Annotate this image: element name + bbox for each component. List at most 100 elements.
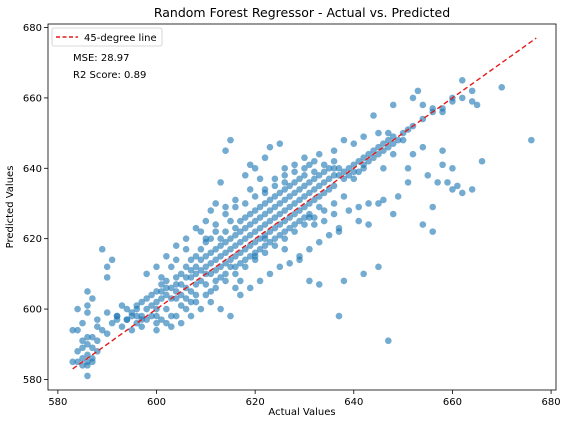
data-point <box>271 235 279 242</box>
data-point <box>138 298 146 306</box>
data-point <box>237 260 244 267</box>
data-point <box>458 94 466 102</box>
data-point <box>241 200 249 207</box>
data-point <box>365 200 372 207</box>
data-point <box>340 193 348 200</box>
data-point <box>394 193 402 200</box>
data-point <box>350 168 358 176</box>
data-point <box>158 295 165 302</box>
data-point <box>246 242 254 250</box>
data-point <box>84 288 91 295</box>
data-point <box>311 214 318 221</box>
data-point <box>330 157 338 165</box>
data-point <box>246 221 254 228</box>
data-point <box>158 281 165 288</box>
data-point <box>237 228 244 235</box>
data-point <box>197 256 205 264</box>
data-point <box>192 252 200 260</box>
data-point <box>429 203 437 211</box>
y-tick-label: 600 <box>23 305 42 316</box>
data-point <box>370 112 377 119</box>
legend: 45-degree line <box>51 27 163 47</box>
data-point <box>306 179 313 186</box>
data-point <box>271 175 279 183</box>
data-point <box>222 270 229 278</box>
data-point <box>291 200 298 207</box>
data-point <box>335 164 343 172</box>
data-point <box>325 164 333 172</box>
data-point <box>227 312 234 320</box>
data-point <box>246 161 254 169</box>
data-point <box>217 179 224 186</box>
data-point <box>241 224 249 232</box>
data-point <box>306 214 313 221</box>
data-point <box>449 186 456 193</box>
data-point <box>118 302 126 309</box>
data-point <box>468 186 476 193</box>
data-point <box>94 316 101 323</box>
data-point <box>232 270 239 278</box>
data-point <box>187 288 195 295</box>
data-point <box>153 298 160 306</box>
data-point <box>217 235 224 242</box>
data-point <box>370 154 377 162</box>
data-point <box>261 200 269 207</box>
data-point <box>217 252 224 260</box>
data-point <box>212 228 219 235</box>
data-point <box>222 147 229 154</box>
data-point <box>103 263 111 271</box>
data-point <box>498 84 506 91</box>
data-point <box>153 319 160 327</box>
data-point <box>330 164 338 172</box>
data-point <box>478 157 486 165</box>
data-point <box>172 274 180 281</box>
data-point <box>143 305 150 313</box>
data-point <box>281 207 289 214</box>
reference-line-layer <box>72 37 537 370</box>
x-tick-label: 640 <box>344 397 363 408</box>
data-point <box>158 316 165 323</box>
data-point <box>281 164 289 172</box>
data-point <box>315 172 323 179</box>
data-point <box>246 284 254 292</box>
data-point <box>315 182 323 190</box>
data-point <box>454 182 461 190</box>
data-point <box>69 326 76 334</box>
data-point <box>276 189 284 197</box>
data-point <box>439 161 446 169</box>
data-point <box>232 203 239 211</box>
data-point <box>217 242 224 250</box>
data-point <box>365 221 372 228</box>
data-point <box>232 231 239 239</box>
data-point <box>187 312 195 320</box>
chart-title: Random Forest Regressor - Actual vs. Pre… <box>154 5 450 20</box>
data-point <box>256 214 264 221</box>
data-point <box>301 182 308 190</box>
data-point <box>241 256 249 264</box>
data-point <box>192 224 200 232</box>
data-point <box>271 242 279 250</box>
data-point <box>330 172 338 179</box>
data-point <box>271 203 279 211</box>
data-point <box>153 312 160 320</box>
data-point <box>291 168 298 176</box>
data-point <box>118 323 126 330</box>
data-point <box>256 245 264 253</box>
data-point <box>468 87 476 95</box>
x-tick-label: 600 <box>147 397 166 408</box>
x-tick-label: 680 <box>542 397 561 408</box>
data-point <box>419 101 427 109</box>
data-point <box>241 214 249 221</box>
data-point <box>222 203 229 211</box>
data-point <box>202 263 210 271</box>
data-point <box>187 256 195 264</box>
y-tick-label: 640 <box>23 164 42 175</box>
data-point <box>246 252 254 260</box>
data-point <box>192 291 200 299</box>
data-point <box>385 337 392 345</box>
data-point <box>84 372 91 380</box>
x-tick-label: 580 <box>48 397 67 408</box>
data-point <box>256 175 264 183</box>
data-point <box>232 196 239 204</box>
